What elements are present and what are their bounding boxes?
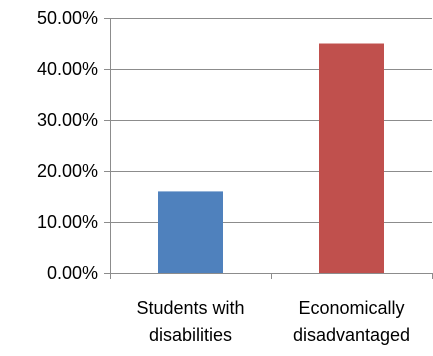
y-tick-label: 50.00% [37, 8, 98, 28]
x-category-label: Students with [136, 298, 244, 318]
bar [319, 43, 384, 273]
bar [158, 191, 223, 273]
x-category-label: disabilities [149, 325, 232, 345]
y-tick-label: 20.00% [37, 161, 98, 181]
x-axis-category-labels: Students with disabilities Economically dis… [136, 298, 410, 345]
y-axis-tick-labels: 0.00% 10.00% 20.00% 30.00% 40.00% 50.00% [37, 8, 98, 283]
x-category-label: Economically [298, 298, 404, 318]
y-tick-label: 0.00% [47, 263, 98, 283]
bars [158, 43, 384, 273]
y-tick-label: 30.00% [37, 110, 98, 130]
y-tick-label: 40.00% [37, 59, 98, 79]
y-tick-label: 10.00% [37, 212, 98, 232]
x-category-label: disadvantaged [293, 325, 410, 345]
